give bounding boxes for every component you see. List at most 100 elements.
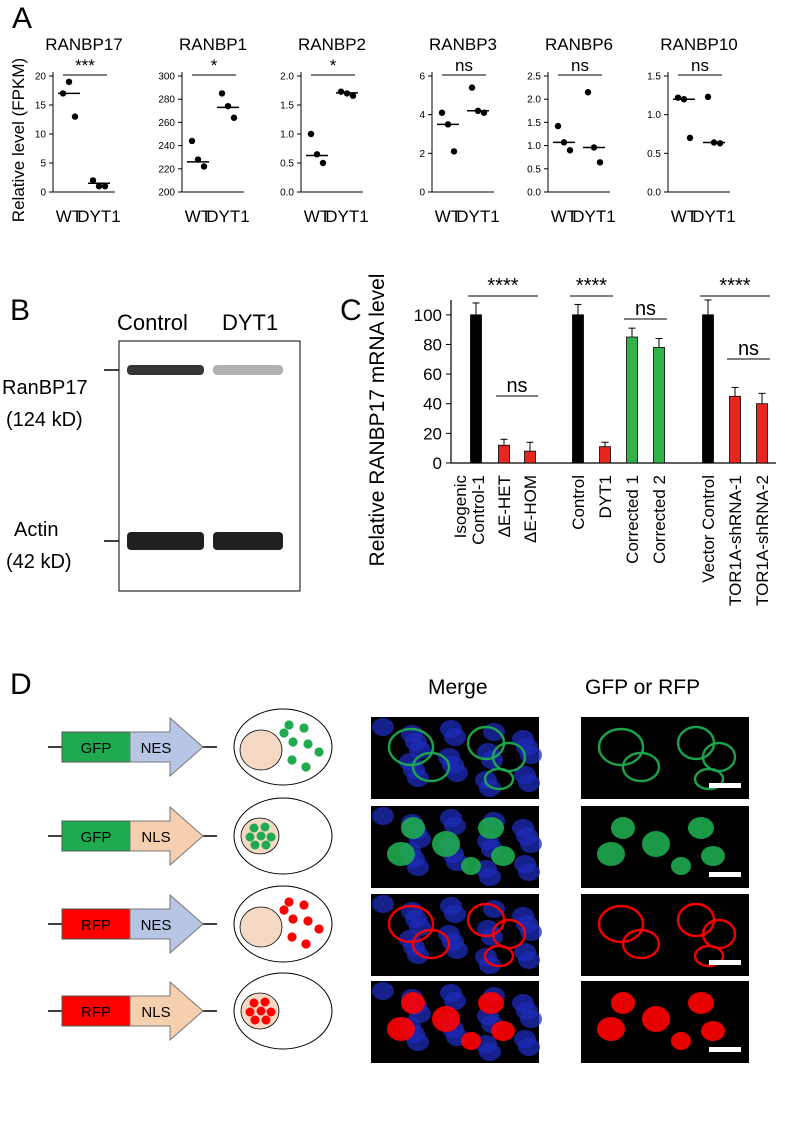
data-point-ranbp1 (224, 102, 232, 110)
bar (572, 314, 584, 464)
bar (498, 444, 510, 464)
y-tick-label-ranbp2: 2.0 (280, 72, 294, 83)
data-point-ranbp6 (566, 147, 574, 154)
cell-protein-dot (245, 832, 255, 842)
data-point-ranbp2 (313, 151, 321, 158)
bar-y-tick-label: 20 (423, 424, 442, 443)
bar-x-tick-label: ΔE-HOM (521, 475, 540, 543)
significance-label: ns (738, 338, 759, 360)
cytoplasmic-signal (693, 944, 725, 968)
nuclear-signal (642, 1006, 670, 1032)
cell-protein-dot (284, 897, 294, 907)
construct-protein-label: RFP (81, 917, 111, 934)
micrograph-merge-gfp-nes (371, 717, 542, 799)
nuclear-signal (597, 1017, 625, 1041)
panel-c-bar-chart: 0 20 40 60 80 100 IsogenicControl-1 ΔE-HET ΔE-HO… (414, 275, 776, 606)
column-header-gfp-or-rfp: GFP or RFP (585, 676, 700, 699)
cytoplasmic-signal (411, 751, 451, 783)
significance-label-ranbp2: * (330, 56, 337, 75)
bar-x-tick-label: TOR1A-shRNA-1 (726, 475, 745, 606)
construct-signal-label: NES (141, 917, 172, 934)
data-point-ranbp1 (230, 114, 238, 121)
nuclear-signal (611, 992, 635, 1014)
nuclear-signal (432, 831, 460, 857)
bar (756, 403, 768, 464)
dapi-nucleus (438, 925, 460, 943)
micrograph-merge-gfp-nls (371, 806, 542, 888)
cell-protein-dot (266, 832, 276, 842)
plot-title-ranbp3: RANBP3 (429, 35, 497, 54)
construct-nes-arrow (129, 893, 204, 955)
data-point-ranbp17 (95, 183, 103, 190)
y-tick-label-ranbp2: 1.0 (280, 130, 294, 141)
bar-x-tick-label: IsogenicControl-1 (451, 475, 488, 545)
cytoplasmic-signal (387, 904, 435, 944)
panel-label-b: B (10, 294, 30, 327)
x-tick-label-ranbp17: WT (56, 207, 82, 226)
blot-band-ranbp17 (213, 365, 283, 375)
bar-x-tick-label: Control (569, 475, 588, 530)
dapi-nucleus (514, 1030, 536, 1048)
data-point-ranbp1 (188, 137, 196, 145)
data-point-ranbp10 (704, 93, 712, 101)
column-header-merge: Merge (428, 676, 488, 699)
construct-nls-arrow (129, 805, 204, 867)
y-tick-label-ranbp1: 300 (158, 72, 175, 83)
dapi-nucleus (399, 753, 421, 771)
nuclear-signal (432, 1006, 460, 1032)
x-tick-label-ranbp3: DYT1 (456, 207, 499, 226)
band-label-actin: Actin (14, 519, 58, 541)
blot-membrane (118, 340, 301, 592)
data-point-ranbp17 (101, 183, 109, 190)
nuclear-signal (671, 1032, 691, 1050)
scale-bar (709, 872, 741, 877)
micrograph-channel-gfp-nls (581, 806, 749, 888)
cell-protein-dot (256, 1006, 266, 1016)
bar-y-tick-label: 60 (423, 365, 442, 384)
cell-protein-dot (301, 939, 311, 949)
construct-rfp-box (61, 995, 131, 1027)
x-tick-label-ranbp2: DYT1 (325, 207, 368, 226)
dapi-nucleus (512, 730, 534, 748)
blot-lane-label-control: Control (117, 310, 188, 335)
dapi-nucleus (372, 982, 394, 1000)
y-tick-label-ranbp3: 6 (419, 72, 425, 83)
cell-protein-dot (279, 905, 289, 915)
bar-x-tick-label: TOR1A-shRNA-2 (753, 475, 772, 606)
data-point-ranbp17 (71, 113, 79, 120)
panel-label-a: A (12, 2, 32, 35)
dapi-nucleus (483, 900, 505, 918)
cell-protein-dot (250, 840, 260, 850)
bar-y-tick-label: 80 (423, 335, 442, 354)
x-tick-label-ranbp1: WT (185, 207, 211, 226)
data-point-ranbp6 (584, 89, 592, 96)
y-tick-label-ranbp1: 260 (158, 118, 175, 129)
cytoplasmic-signal (693, 767, 725, 791)
nuclear-signal (688, 817, 714, 839)
bar (524, 450, 536, 464)
y-tick-label-ranbp2: 0.0 (280, 188, 294, 199)
bar (626, 336, 638, 464)
x-tick-label-ranbp2: WT (304, 207, 330, 226)
plot-title-ranbp10: RANBP10 (660, 35, 737, 54)
dapi-nucleus (440, 897, 462, 915)
cell-protein-dot (287, 755, 297, 765)
y-tick-label-ranbp1: 280 (158, 95, 175, 106)
cell-protein-dot (284, 720, 294, 730)
x-tick-label-ranbp17: DYT1 (77, 207, 120, 226)
dapi-nucleus (514, 855, 536, 873)
dapi-nucleus (440, 720, 462, 738)
bar-y-tick-label: 100 (414, 306, 442, 325)
y-tick-label-ranbp1: 200 (158, 188, 175, 199)
panel-label-c: C (340, 294, 362, 327)
dapi-nucleus (401, 725, 423, 743)
plot-title-ranbp1: RANBP1 (179, 35, 247, 54)
dapi-nucleus (512, 907, 534, 925)
dapi-nucleus (514, 766, 536, 784)
bar-x-tick-label-line: Isogenic (451, 475, 470, 539)
scale-bar (709, 783, 741, 788)
bar (729, 395, 741, 464)
y-tick-label-ranbp6: 1.0 (527, 141, 541, 152)
cell-protein-dot (249, 998, 259, 1008)
blot-band-actin (127, 532, 204, 550)
